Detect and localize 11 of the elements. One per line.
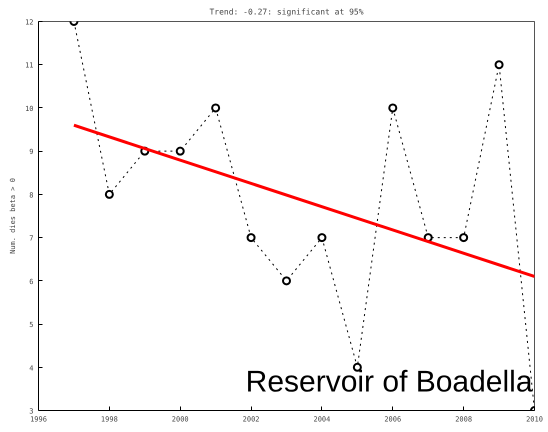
point xyxy=(459,233,468,242)
chart-title: Trend: -0.27: significant at 95% xyxy=(209,8,364,16)
point xyxy=(246,233,256,242)
annotation: Reservoir of Boadella xyxy=(246,366,533,398)
point xyxy=(494,60,504,70)
point xyxy=(176,146,185,156)
point xyxy=(104,190,114,199)
point xyxy=(282,276,291,286)
point xyxy=(211,103,220,112)
point xyxy=(317,233,326,242)
point xyxy=(388,103,398,112)
